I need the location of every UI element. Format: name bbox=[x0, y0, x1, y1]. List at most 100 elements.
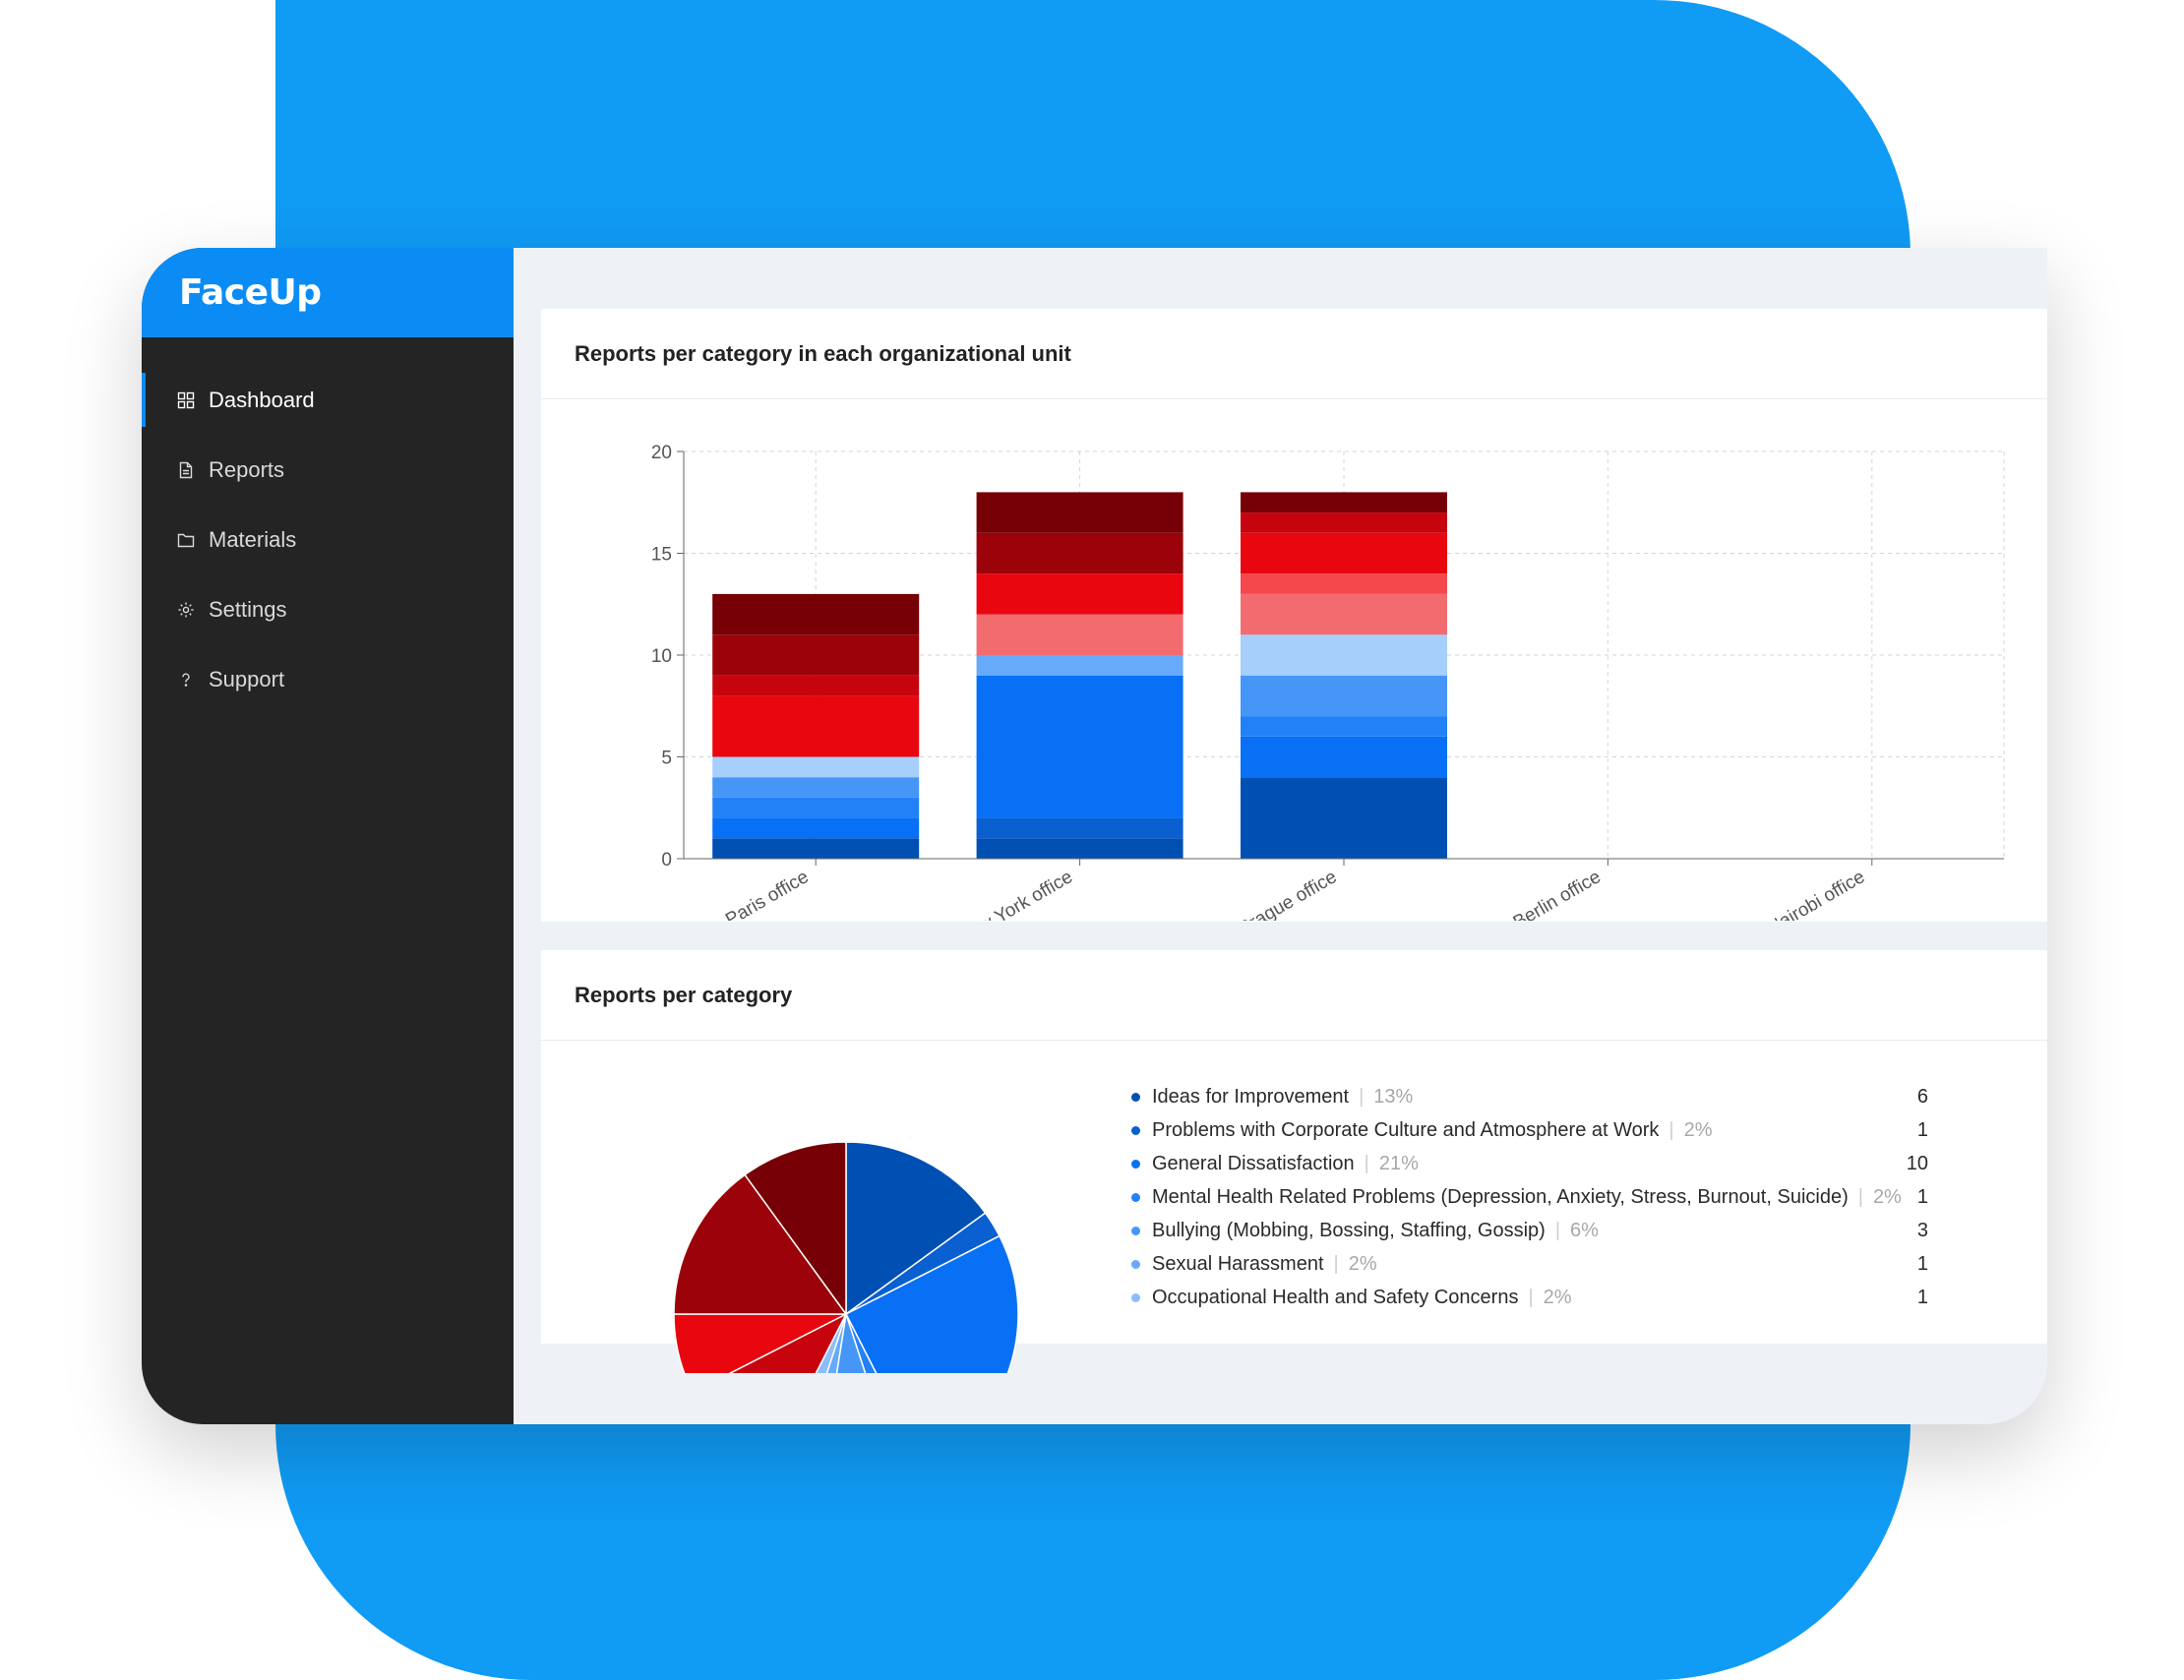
pie-slice[interactable] bbox=[845, 1141, 987, 1316]
legend-label: General Dissatisfaction bbox=[1152, 1152, 1355, 1174]
grid-icon bbox=[177, 391, 195, 409]
legend-item[interactable]: Problems with Corporate Culture and Atmo… bbox=[1131, 1113, 2017, 1147]
legend-separator: | bbox=[1554, 1219, 1561, 1241]
x-tick-label: Berlin office bbox=[1510, 867, 1605, 921]
sidebar-item-label: Dashboard bbox=[209, 387, 315, 412]
sidebar-item-reports[interactable]: Reports bbox=[142, 435, 514, 505]
legend-separator: | bbox=[1528, 1286, 1534, 1308]
bar-segment[interactable] bbox=[712, 695, 920, 757]
bar-segment[interactable] bbox=[712, 675, 920, 696]
bar-segment[interactable] bbox=[1241, 634, 1447, 676]
sidebar-item-dashboard[interactable]: Dashboard bbox=[142, 365, 514, 435]
legend-percent: 2% bbox=[1543, 1286, 1572, 1308]
bars bbox=[712, 492, 1447, 859]
bar-segment[interactable] bbox=[976, 675, 1183, 818]
legend-label: Occupational Health and Safety Concerns bbox=[1152, 1286, 1519, 1308]
y-tick-label: 20 bbox=[651, 443, 672, 463]
bar-segment[interactable] bbox=[1241, 736, 1447, 778]
legend-item[interactable]: Ideas for Improvement | 13% 6 bbox=[1131, 1080, 2017, 1113]
bar-segment[interactable] bbox=[976, 492, 1183, 533]
legend-percent: 2% bbox=[1683, 1118, 1713, 1141]
sidebar: FaceUp Dashboard Reports bbox=[142, 248, 514, 1424]
legend-count: 6 bbox=[1916, 1085, 1928, 1108]
legend-percent: 13% bbox=[1373, 1085, 1414, 1108]
bar-segment[interactable] bbox=[1241, 492, 1447, 513]
sidebar-item-materials[interactable]: Materials bbox=[142, 505, 514, 574]
bar-segment[interactable] bbox=[712, 797, 920, 818]
pie-chart-svg bbox=[673, 1141, 1019, 1424]
legend-dot bbox=[1131, 1292, 1140, 1302]
legend-separator: | bbox=[1857, 1185, 1863, 1208]
legend-item[interactable]: General Dissatisfaction | 21% 10 bbox=[1131, 1147, 2017, 1180]
legend-percent: 6% bbox=[1570, 1219, 1599, 1241]
legend-percent: 21% bbox=[1378, 1152, 1419, 1174]
folder-icon bbox=[177, 531, 195, 549]
bar-segment[interactable] bbox=[976, 573, 1183, 615]
pie-slice[interactable] bbox=[673, 1173, 848, 1315]
pie-chart-card: Reports per category Ideas for Improveme… bbox=[541, 950, 2047, 1424]
legend-label: Ideas for Improvement bbox=[1152, 1085, 1350, 1108]
bar-segment[interactable] bbox=[976, 532, 1183, 574]
card-title: Reports per category bbox=[575, 982, 793, 1007]
bar-segment[interactable] bbox=[976, 838, 1183, 859]
bar-segment[interactable] bbox=[1241, 532, 1447, 574]
legend-item[interactable]: Mental Health Related Problems (Depressi… bbox=[1131, 1180, 2017, 1214]
legend-dot bbox=[1131, 1259, 1140, 1269]
sidebar-item-label: Reports bbox=[209, 456, 285, 482]
bar-segment[interactable] bbox=[712, 777, 920, 798]
legend-dot bbox=[1131, 1092, 1140, 1102]
sidebar-item-label: Settings bbox=[209, 596, 287, 622]
sidebar-item-support[interactable]: Support bbox=[142, 644, 514, 714]
legend-separator: | bbox=[1364, 1152, 1369, 1174]
card-title: Reports per category in each organizatio… bbox=[575, 340, 1071, 366]
bar-segment[interactable] bbox=[712, 593, 920, 635]
legend-separator: | bbox=[1333, 1252, 1339, 1275]
legend-count: 1 bbox=[1916, 1185, 1928, 1208]
sidebar-item-label: Support bbox=[209, 666, 285, 691]
bar-chart-svg: 0 5 10 15 20 Paris office New York office Pragu… bbox=[651, 443, 2005, 949]
app-window: FaceUp Dashboard Reports bbox=[142, 248, 2047, 1424]
legend-percent: 2% bbox=[1348, 1252, 1377, 1275]
legend-count: 3 bbox=[1916, 1219, 1928, 1241]
bar-segment[interactable] bbox=[712, 817, 920, 839]
bar-segment[interactable] bbox=[1241, 675, 1447, 717]
bar-segment[interactable] bbox=[1241, 512, 1447, 533]
legend-item[interactable]: Occupational Health and Safety Concerns |… bbox=[1131, 1281, 2017, 1314]
bar-segment[interactable] bbox=[712, 634, 920, 676]
bar-segment[interactable] bbox=[976, 817, 1183, 839]
legend-label: Mental Health Related Problems (Depressi… bbox=[1152, 1185, 1849, 1208]
bar-segment[interactable] bbox=[976, 614, 1183, 655]
x-tick-label: New York office bbox=[954, 867, 1076, 921]
sidebar-item-settings[interactable]: Settings bbox=[142, 574, 514, 644]
card-header: Reports per category bbox=[541, 950, 2047, 1041]
legend-item[interactable]: Bullying (Mobbing, Bossing, Staffing, Go… bbox=[1131, 1214, 2017, 1247]
pie-slice[interactable] bbox=[744, 1141, 847, 1317]
legend-dot bbox=[1131, 1159, 1140, 1169]
bar-segment[interactable] bbox=[712, 756, 920, 778]
bar-segment[interactable] bbox=[712, 838, 920, 859]
bar-segment[interactable] bbox=[1241, 777, 1447, 859]
y-tick-label: 5 bbox=[661, 749, 672, 769]
legend-dot bbox=[1131, 1226, 1140, 1235]
bar-chart-card: Reports per category in each organizatio… bbox=[541, 309, 2047, 949]
x-tick-label: Prague office bbox=[1235, 867, 1340, 921]
legend-label: Sexual Harassment bbox=[1152, 1252, 1324, 1275]
sidebar-header: FaceUp bbox=[142, 248, 514, 337]
x-tick-label: Paris office bbox=[722, 867, 813, 921]
bar-segment[interactable] bbox=[976, 655, 1183, 676]
legend-item[interactable]: Sexual Harassment | 2% 1 bbox=[1131, 1247, 2017, 1281]
pie-chart bbox=[649, 1078, 1043, 1424]
bar-segment[interactable] bbox=[1241, 573, 1447, 594]
legend-count: 10 bbox=[1906, 1152, 1928, 1174]
document-icon bbox=[177, 461, 195, 479]
bar-segment[interactable] bbox=[1241, 716, 1447, 737]
sidebar-item-label: Materials bbox=[209, 526, 297, 552]
sidebar-nav: Dashboard Reports Materials bbox=[142, 365, 514, 714]
bar-chart: 0 5 10 15 20 Paris office New York office Pragu… bbox=[541, 399, 2047, 949]
legend-dot bbox=[1131, 1192, 1140, 1202]
y-tick-label: 10 bbox=[651, 646, 672, 667]
main-content: Reports per category in each organizatio… bbox=[514, 248, 2047, 1424]
question-icon bbox=[177, 671, 195, 689]
logo[interactable]: FaceUp bbox=[179, 272, 322, 313]
bar-segment[interactable] bbox=[1241, 593, 1447, 635]
